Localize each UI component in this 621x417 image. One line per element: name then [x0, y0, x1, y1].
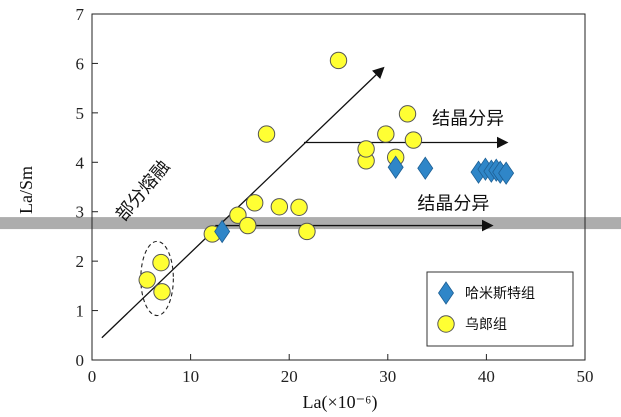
x-tick-label: 10 — [182, 367, 199, 386]
data-points — [138, 51, 515, 301]
crystallization-label-upper: 结晶分异 — [432, 109, 504, 130]
diamond-point — [498, 161, 515, 185]
diamond-point — [417, 156, 434, 180]
y-tick-label: 0 — [76, 351, 85, 370]
legend-label-diamond: 哈米斯特组 — [465, 286, 535, 302]
x-axis-title: La(×10⁻⁶) — [303, 392, 378, 413]
plot-frame — [91, 13, 586, 361]
crystallization-label-lower: 结晶分异 — [417, 194, 489, 215]
legend-diamond-marker — [438, 281, 454, 305]
x-tick-label: 0 — [88, 367, 97, 386]
x-tick-label: 20 — [281, 367, 298, 386]
y-tick-label: 6 — [76, 54, 85, 73]
circle-point — [153, 283, 171, 301]
axis-ticks: 0 10 20 30 40 50 0 1 2 3 4 5 6 7 — [76, 5, 594, 386]
y-tick-label: 7 — [76, 5, 85, 24]
partial-melting-arrow — [101, 66, 385, 339]
circle-point — [138, 271, 156, 289]
circle-point — [245, 194, 264, 212]
y-tick-label: 4 — [76, 153, 85, 172]
partial-melting-label: 部分熔融 — [112, 157, 174, 226]
y-tick-label: 2 — [76, 252, 85, 271]
circle-point — [239, 216, 257, 235]
circle-point — [257, 125, 276, 143]
x-tick-label: 30 — [379, 367, 396, 386]
circle-point — [298, 222, 316, 241]
diamond-point — [387, 155, 404, 179]
y-tick-label: 1 — [76, 302, 85, 321]
x-tick-label: 50 — [577, 367, 594, 386]
circle-point — [404, 131, 423, 149]
circle-point — [152, 253, 170, 272]
y-axis-title: La/Sm — [16, 166, 36, 214]
y-tick-label: 5 — [76, 104, 85, 123]
circle-point — [377, 125, 395, 143]
y-tick-label: 3 — [76, 203, 85, 222]
circle-point — [290, 198, 308, 216]
circle-point — [398, 105, 417, 123]
legend-box — [426, 271, 574, 347]
axis-titles: La(×10⁻⁶) La/Sm — [16, 166, 377, 413]
circle-point — [270, 198, 289, 216]
legend-circle-marker — [437, 315, 455, 333]
diamond-point — [214, 219, 231, 244]
legend-label-circle: 乌郎组 — [465, 317, 507, 333]
circle-point — [329, 51, 348, 70]
x-tick-label: 40 — [478, 367, 495, 386]
circle-point — [357, 140, 375, 158]
plot-border — [91, 13, 586, 361]
